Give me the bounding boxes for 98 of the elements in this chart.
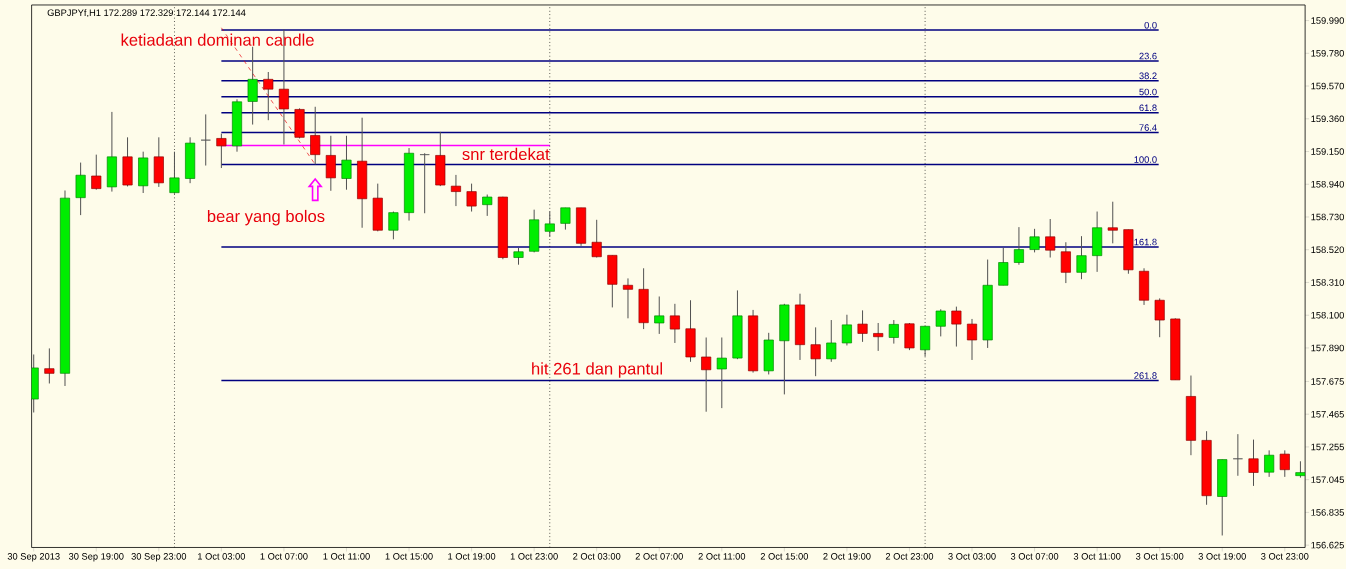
candlestick <box>873 322 884 352</box>
candlestick <box>247 46 258 125</box>
y-tick-label: 158.100 <box>1311 311 1344 319</box>
candlestick <box>216 132 227 169</box>
x-tick-label: 1 Oct 19:00 <box>448 552 496 560</box>
x-tick-label: 3 Oct 11:00 <box>1073 552 1121 560</box>
candlestick <box>325 135 336 192</box>
y-tick-label: 158.940 <box>1311 180 1344 188</box>
annotation: 0.0 <box>1144 21 1157 29</box>
candlestick <box>1107 201 1118 244</box>
annotation: 50.0 <box>1139 88 1157 95</box>
x-tick-label: 1 Oct 23:00 <box>510 552 558 560</box>
x-tick-label: 3 Oct 19:00 <box>1198 552 1246 560</box>
candlestick <box>810 326 821 377</box>
x-tick-label: 1 Oct 11:00 <box>323 552 370 560</box>
x-tick-label: 3 Oct 07:00 <box>1010 552 1059 560</box>
x-tick-label: 2 Oct 19:00 <box>823 552 871 560</box>
annotation: 261.8 <box>1134 372 1157 379</box>
candlestick <box>669 303 680 344</box>
annotation: 23.6 <box>1139 52 1157 60</box>
candlestick <box>91 153 102 191</box>
x-tick-label: 2 Oct 11:00 <box>698 552 746 560</box>
candlestick <box>591 219 602 258</box>
candlestick <box>1279 449 1290 478</box>
candlestick <box>341 135 352 191</box>
y-tick-label: 157.045 <box>1311 476 1344 483</box>
y-tick-label: 159.360 <box>1311 115 1344 122</box>
x-tick-label: 1 Oct 15:00 <box>385 552 433 560</box>
candlestick <box>1045 218 1056 258</box>
candlestick <box>482 193 493 217</box>
annotation: 161.8 <box>1134 238 1157 246</box>
candlestick <box>1232 433 1243 477</box>
candlestick <box>1060 241 1071 284</box>
annotation: 38.2 <box>1139 72 1157 79</box>
x-tick-label: 3 Oct 23:00 <box>1261 552 1309 560</box>
annotation: hit 261 dan pantul <box>532 362 662 378</box>
candlestick <box>450 174 461 207</box>
candlestick <box>716 336 727 409</box>
annotation: 61.8 <box>1139 104 1157 111</box>
candlestick <box>888 319 899 344</box>
y-tick-label: 157.890 <box>1311 344 1344 352</box>
candlestick <box>419 152 430 214</box>
candlestick <box>169 150 180 195</box>
candlestick <box>560 207 571 230</box>
candlestick <box>75 161 86 216</box>
candlestick <box>466 182 477 212</box>
candlestick <box>44 347 55 384</box>
y-tick-label: 157.255 <box>1311 443 1344 451</box>
y-tick-label: 158.730 <box>1311 213 1344 221</box>
candlestick <box>263 71 274 121</box>
y-tick-label: 159.990 <box>1311 17 1344 24</box>
y-tick-label: 159.570 <box>1311 82 1344 90</box>
x-tick-label: 1 Oct 07:00 <box>260 552 308 560</box>
candlestick <box>1248 438 1259 487</box>
candlestick <box>998 247 1009 286</box>
x-tick-label: 30 Sep 23:00 <box>131 552 187 562</box>
candlestick <box>1029 228 1040 253</box>
candlestick <box>701 336 712 412</box>
annotation: 100.0 <box>1134 156 1157 163</box>
candlestick <box>622 277 633 319</box>
y-tick-label: 156.835 <box>1311 508 1344 516</box>
annotation: 76.4 <box>1139 124 1157 131</box>
candlestick <box>1264 449 1275 478</box>
y-tick-label: 159.150 <box>1311 148 1344 155</box>
x-tick-label: 30 Sep 2013 <box>7 552 60 562</box>
y-tick-label: 157.465 <box>1311 410 1344 418</box>
x-tick-label: 2 Oct 23:00 <box>885 552 934 560</box>
annotation: ketiadaan dominan candle <box>121 33 314 46</box>
y-tick-label: 156.625 <box>1311 541 1344 549</box>
candlestick <box>310 106 321 165</box>
candlestick <box>826 319 837 363</box>
ref-line-label: snr terdekat <box>462 147 550 160</box>
chart-title: GBPJPYf,H1 172.289 172.329 172.144 172.144 <box>47 8 246 17</box>
y-tick-label: 158.520 <box>1311 246 1344 253</box>
x-tick-label: 30 Sep 19:00 <box>68 552 124 562</box>
y-tick-label: 158.310 <box>1311 278 1344 286</box>
y-tick-label: 157.675 <box>1311 377 1344 385</box>
candlestick <box>1154 297 1165 338</box>
candlestick <box>388 210 399 240</box>
candlestick <box>966 318 978 361</box>
candlestick <box>544 210 555 238</box>
candlestick <box>857 309 868 343</box>
candlestick <box>935 308 946 337</box>
candlestick <box>654 295 665 335</box>
candlestick <box>1013 226 1024 265</box>
annotation: bear yang bolos <box>207 209 325 226</box>
candlestick <box>1076 235 1087 280</box>
candlestick <box>841 314 852 346</box>
candlestick <box>951 305 962 347</box>
x-tick-label: 2 Oct 03:00 <box>573 552 621 560</box>
y-tick-label: 159.780 <box>1311 49 1344 57</box>
x-tick-label: 3 Oct 03:00 <box>948 552 996 560</box>
x-tick-label: 2 Oct 15:00 <box>760 552 809 560</box>
candlestick <box>200 113 211 166</box>
x-tick-label: 1 Oct 03:00 <box>198 552 246 560</box>
x-tick-label: 2 Oct 07:00 <box>635 552 683 560</box>
x-tick-label: 3 Oct 15:00 <box>1135 552 1184 560</box>
candlestick <box>920 325 931 357</box>
